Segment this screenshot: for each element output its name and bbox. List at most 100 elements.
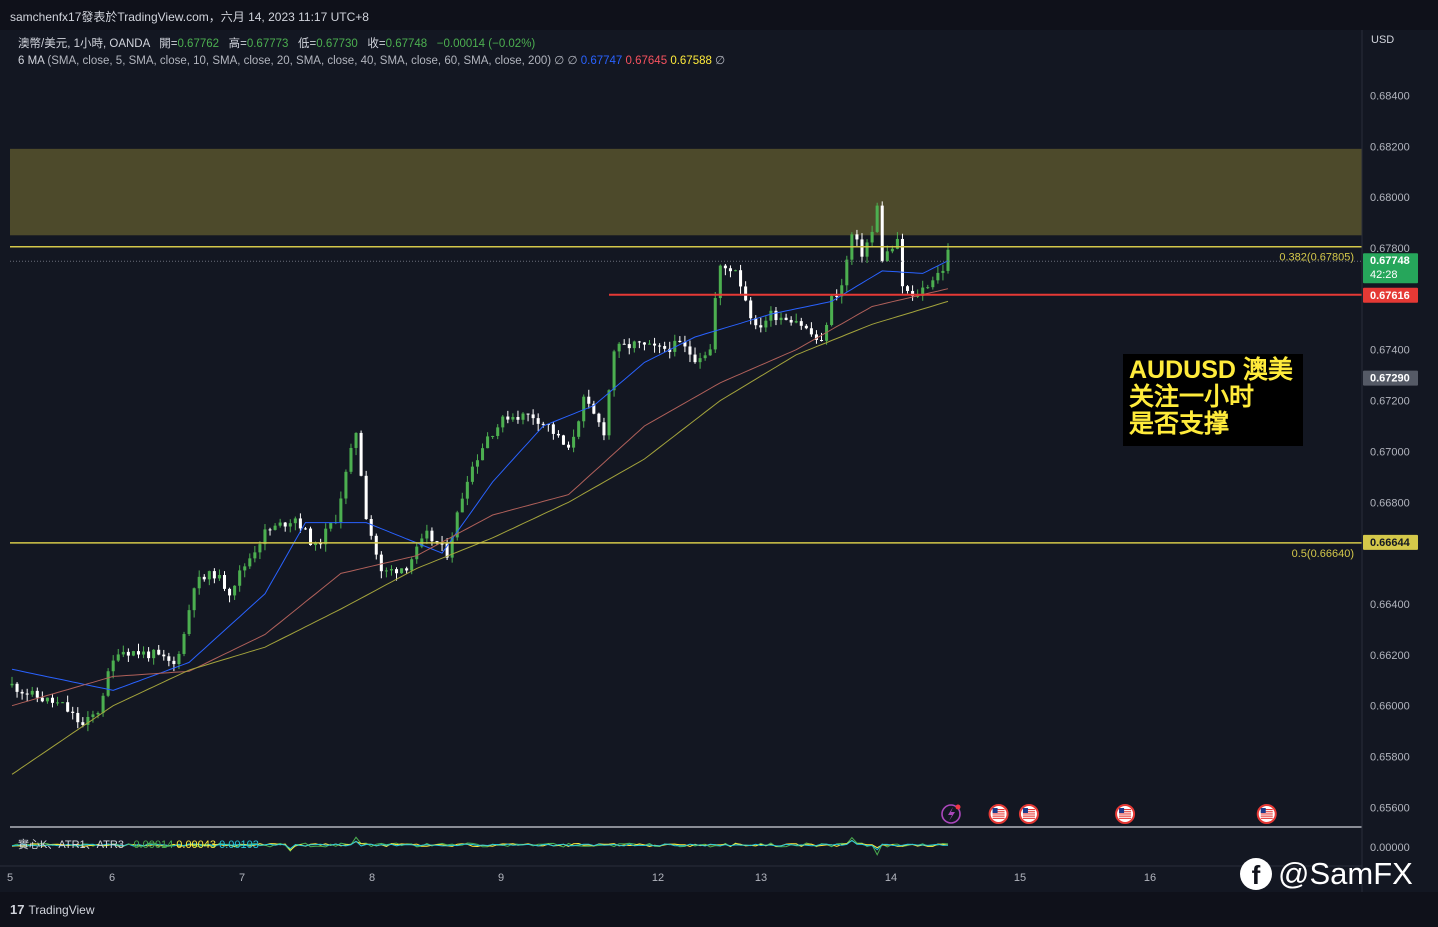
candle bbox=[142, 646, 146, 659]
candle-body bbox=[870, 231, 874, 243]
watermark: f @SamFX bbox=[1240, 856, 1413, 892]
candle-body bbox=[546, 423, 550, 425]
candle bbox=[50, 693, 54, 708]
candle bbox=[592, 400, 596, 415]
candle-body bbox=[369, 519, 373, 536]
flag-stripe bbox=[1119, 817, 1132, 819]
candle-body bbox=[683, 342, 687, 347]
candle bbox=[865, 239, 869, 264]
candle bbox=[319, 538, 323, 549]
candle-body bbox=[612, 351, 616, 391]
price-label-bg-0 bbox=[1363, 253, 1418, 284]
candle-body bbox=[880, 205, 884, 261]
candle-body bbox=[744, 286, 748, 301]
candle bbox=[369, 515, 373, 540]
candle-body bbox=[496, 427, 500, 436]
candle-body bbox=[936, 272, 940, 281]
candle bbox=[683, 335, 687, 353]
candle-body bbox=[587, 396, 591, 404]
candle bbox=[597, 412, 601, 427]
open-value: 0.67762 bbox=[177, 38, 220, 50]
candle-body bbox=[430, 530, 434, 542]
candle bbox=[819, 332, 824, 342]
candle bbox=[147, 647, 151, 662]
candle bbox=[35, 687, 39, 703]
high-label: 高= bbox=[228, 38, 247, 50]
y-tick-5: 0.67200 bbox=[1370, 396, 1410, 408]
candle bbox=[931, 276, 935, 290]
candle bbox=[673, 334, 677, 357]
x-tick-15: 15 bbox=[1014, 872, 1026, 884]
price-label-0: 0.67748 bbox=[1370, 255, 1410, 267]
candle-body bbox=[121, 651, 125, 655]
candle bbox=[384, 567, 388, 578]
candle bbox=[91, 710, 95, 723]
candle bbox=[607, 389, 611, 440]
candle-body bbox=[642, 342, 646, 345]
candle bbox=[207, 570, 211, 586]
candle-body bbox=[187, 610, 191, 635]
candle bbox=[794, 313, 798, 324]
candle bbox=[425, 524, 429, 545]
candle-body bbox=[627, 344, 631, 349]
candle-body bbox=[243, 566, 247, 571]
candle bbox=[642, 342, 646, 351]
candle bbox=[653, 337, 657, 353]
candle bbox=[906, 285, 910, 294]
symbol-label[interactable]: 澳幣/美元, 1小時, OANDA bbox=[18, 38, 150, 50]
atr-title[interactable]: 實心K、ATR1、ATR3 bbox=[18, 839, 124, 851]
candle-body bbox=[349, 447, 353, 472]
candle bbox=[622, 339, 626, 345]
candle bbox=[81, 717, 85, 728]
candle-body bbox=[911, 290, 915, 297]
candle-body bbox=[804, 325, 808, 329]
y-axis-ticks: 0.68400 0.68200 0.68000 0.67800 0.67400 0.672… bbox=[1370, 90, 1410, 854]
facebook-icon: f bbox=[1240, 858, 1272, 890]
candle bbox=[283, 521, 287, 532]
currency-label[interactable]: USD bbox=[1371, 34, 1395, 46]
candle bbox=[15, 682, 19, 698]
candle bbox=[647, 340, 652, 345]
flag-stripe bbox=[992, 813, 1005, 815]
candle bbox=[45, 697, 49, 704]
candle bbox=[521, 412, 525, 425]
candle bbox=[536, 413, 540, 431]
close-label: 收= bbox=[367, 38, 386, 50]
candle-body bbox=[865, 242, 869, 257]
flash-icon bbox=[941, 804, 961, 824]
x-axis-ticks[interactable]: 6 7 8 9 12 13 14 15 16 5 bbox=[7, 872, 1156, 884]
flag-stripe bbox=[1260, 817, 1273, 819]
candle-body bbox=[111, 660, 115, 672]
candle-body bbox=[491, 435, 495, 437]
candle bbox=[587, 389, 591, 409]
candle bbox=[830, 294, 834, 327]
tradingview-logo[interactable]: 17 TradingView bbox=[10, 902, 95, 917]
candle bbox=[577, 420, 581, 440]
price-chart[interactable]: 0.382(0.67805) 0.5(0.66640) 0.68400 0.6820… bbox=[0, 30, 1438, 892]
low-label: 低= bbox=[298, 38, 317, 50]
candle-body bbox=[713, 298, 717, 350]
ma-title[interactable]: 6 MA bbox=[18, 55, 45, 67]
flash-dot bbox=[955, 804, 961, 810]
price-axis[interactable] bbox=[1362, 30, 1438, 892]
ma-empty-3: ∅ bbox=[715, 55, 726, 67]
x-tick-16: 16 bbox=[1144, 872, 1156, 884]
flag-canton bbox=[1119, 808, 1125, 813]
candle bbox=[324, 523, 328, 552]
candle-body bbox=[395, 569, 399, 574]
y-tick-3: 0.67800 bbox=[1370, 243, 1410, 255]
us-flag-icon bbox=[1018, 804, 1039, 824]
candle-body bbox=[152, 649, 156, 659]
atr-value-2: 0.00043 bbox=[176, 839, 217, 851]
candle bbox=[298, 513, 302, 533]
candle-body bbox=[116, 654, 120, 661]
candle bbox=[637, 340, 641, 349]
candle bbox=[56, 696, 60, 706]
candle-body bbox=[521, 413, 525, 420]
candle bbox=[561, 434, 565, 445]
candle-body bbox=[268, 529, 272, 531]
candle-body bbox=[830, 295, 834, 325]
candle bbox=[936, 266, 940, 284]
candle bbox=[916, 289, 920, 299]
atr-legend: 實心K、ATR1、ATR3 −0.00014 0.00043 0.00103 bbox=[18, 836, 259, 852]
